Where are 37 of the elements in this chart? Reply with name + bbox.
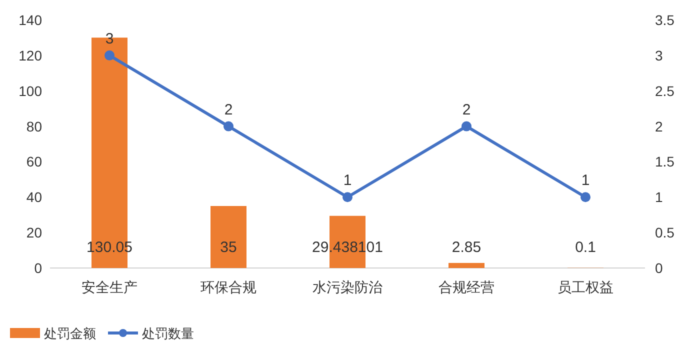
data-label: 2.85 <box>452 239 482 256</box>
data-label: 1 <box>343 172 352 190</box>
x-tick-label: 合规经营 <box>438 279 494 295</box>
data-label: 2 <box>462 101 471 118</box>
y2-tick-label: 3.5 <box>655 12 675 28</box>
x-tick-label: 环保合规 <box>200 279 256 295</box>
bar <box>448 262 484 268</box>
y-tick-label: 100 <box>18 82 42 99</box>
y2-tick-label: 1 <box>655 189 663 206</box>
y2-tick-label: 2 <box>655 118 663 134</box>
y-tick-label: 20 <box>26 224 42 241</box>
y2-tick-label: 0.5 <box>655 224 675 241</box>
y-tick-label: 40 <box>26 189 42 206</box>
point <box>104 50 114 60</box>
point <box>462 121 472 132</box>
bar <box>210 206 246 268</box>
y-tick-label: 60 <box>26 154 42 170</box>
x-tick-label: 水污染防治 <box>312 279 382 295</box>
legend-label: 处罚金额 <box>44 326 96 341</box>
y2-tick-label: 2.5 <box>655 82 675 99</box>
point <box>580 192 590 202</box>
x-tick-label: 员工权益 <box>558 279 614 295</box>
y2-tick-label: 0 <box>655 260 663 276</box>
point <box>342 192 352 202</box>
point <box>224 121 234 132</box>
data-label: 2 <box>224 101 233 118</box>
y2-tick-label: 3 <box>655 47 663 64</box>
data-label: 0.1 <box>575 239 596 256</box>
y-tick-label: 140 <box>18 12 42 28</box>
y-tick-label: 120 <box>18 47 42 64</box>
y2-tick-label: 1.5 <box>655 154 675 170</box>
legend-label: 处罚数量 <box>142 326 194 341</box>
data-label: 35 <box>220 239 237 256</box>
y-tick-label: 0 <box>34 260 42 276</box>
data-label: 1 <box>581 172 590 190</box>
y-tick-label: 80 <box>26 118 42 134</box>
x-tick-label: 安全生产 <box>82 279 138 295</box>
